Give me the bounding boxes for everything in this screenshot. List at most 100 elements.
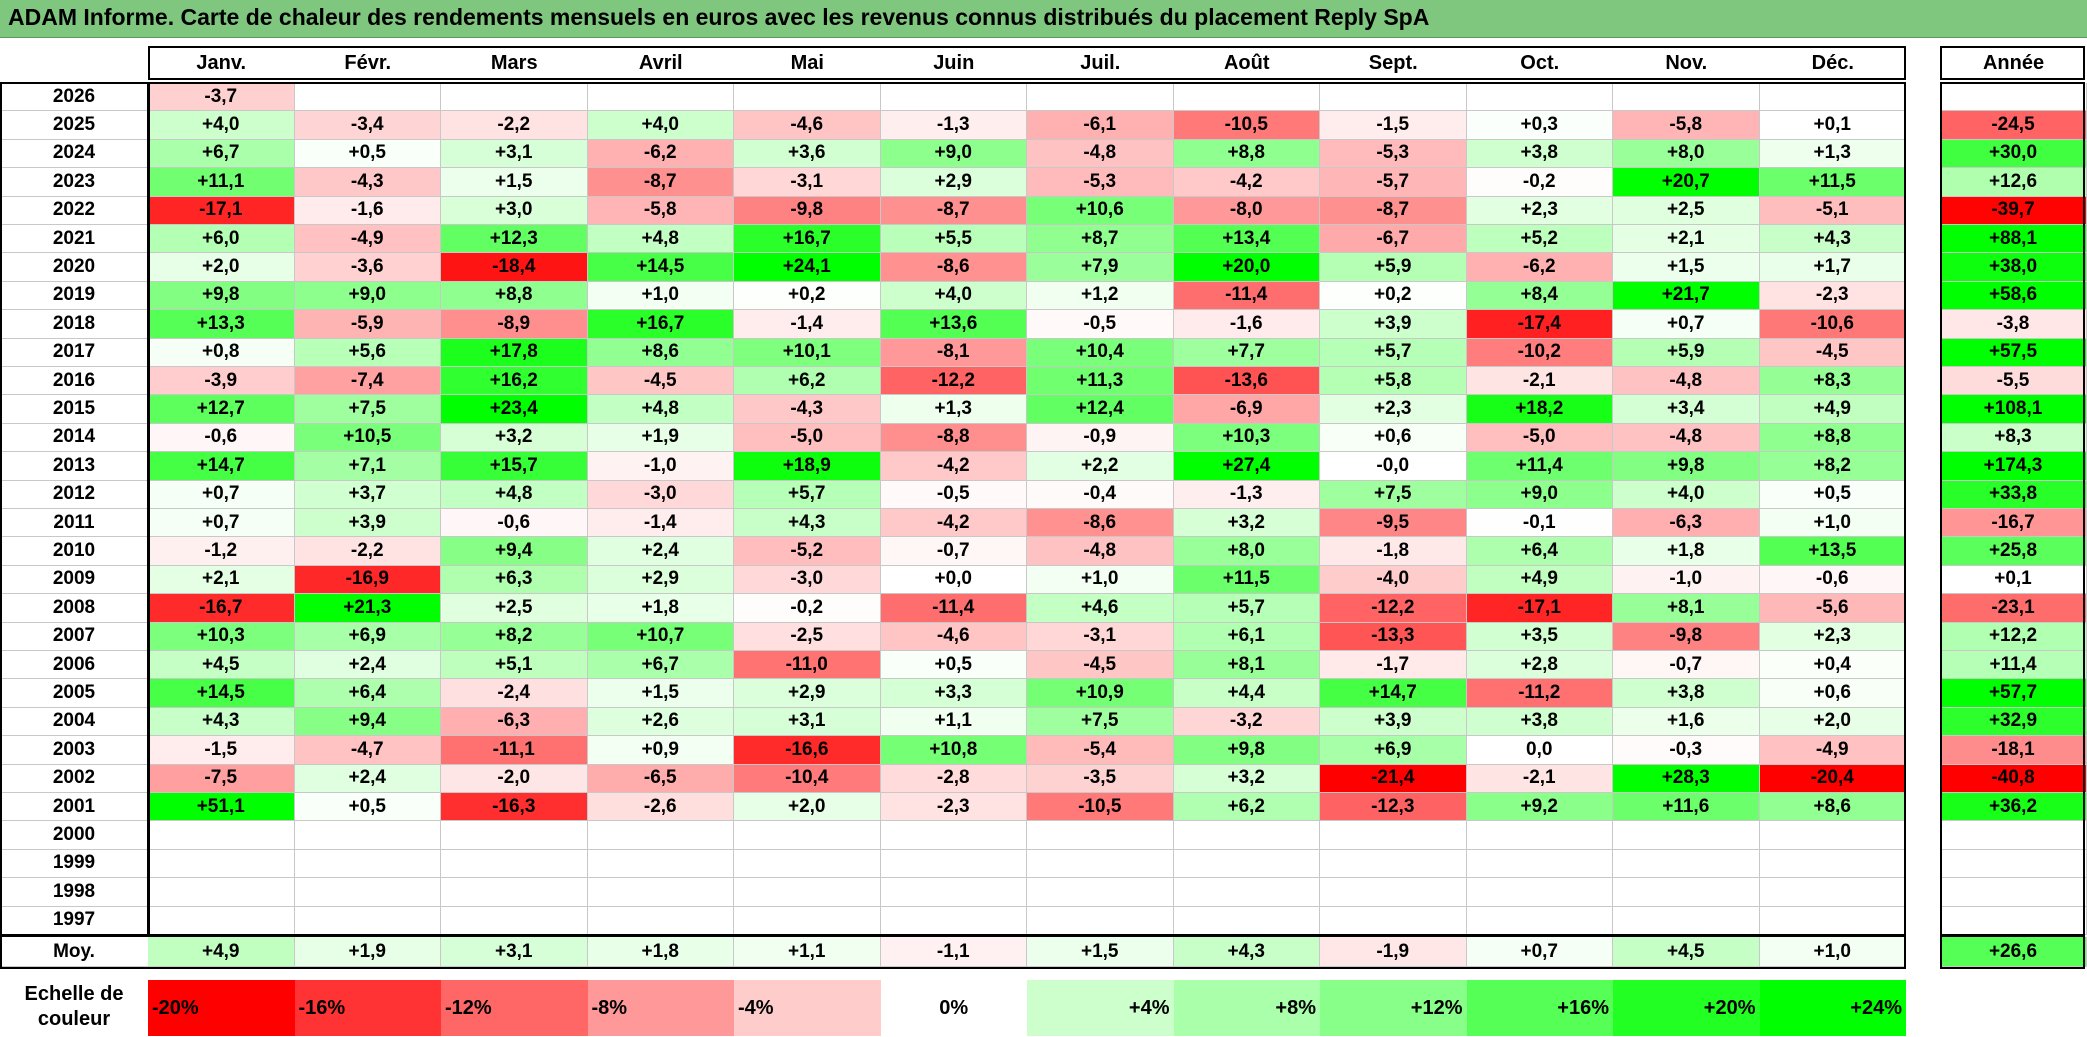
heatmap-cell: +2,3	[1759, 622, 1906, 651]
heatmap-cell: +8,1	[1173, 651, 1320, 680]
heatmap-cell: -0,7	[1613, 651, 1760, 680]
heatmap-cell	[734, 83, 881, 112]
heatmap-cell: +0,9	[587, 736, 734, 765]
annual-cell: +36,2	[1940, 793, 2087, 822]
heatmap-cell: +24,1	[734, 253, 881, 282]
column-header: Févr.	[344, 51, 392, 74]
heatmap-cell: +0,5	[880, 651, 1027, 680]
heatmap-cell: -4,3	[294, 168, 441, 197]
column-header: Nov.	[1665, 51, 1708, 74]
heatmap-cell: -12,2	[880, 367, 1027, 396]
heatmap-cell	[734, 849, 881, 879]
heatmap-cell: +4,0	[587, 111, 734, 140]
heatmap-cell: -2,2	[294, 537, 441, 566]
row-label-year: 2016	[0, 367, 148, 396]
heatmap-cell: +2,0	[148, 253, 295, 282]
row-label-year: 2018	[0, 310, 148, 339]
color-scale-step: -8%	[587, 980, 734, 1036]
heatmap-cell: +4,4	[1173, 679, 1320, 708]
average-cell: +1,9	[294, 937, 441, 967]
heatmap-cell: +9,2	[1466, 793, 1613, 822]
average-cell: +4,3	[1173, 937, 1320, 967]
heatmap-cell	[1759, 821, 1906, 850]
heatmap-cell	[1173, 83, 1320, 112]
row-label-year: 2024	[0, 140, 148, 169]
heatmap-cell: -3,1	[1027, 622, 1174, 651]
color-scale-step: -16%	[294, 980, 441, 1036]
heatmap-cell: +0,8	[148, 338, 295, 367]
heatmap-cell: +7,5	[294, 395, 441, 424]
heatmap-cell	[1466, 821, 1613, 850]
heatmap-cell: +21,3	[294, 594, 441, 623]
heatmap-cell: +8,3	[1759, 367, 1906, 396]
heatmap-cell	[880, 83, 1027, 112]
heatmap-cell: +10,9	[1027, 679, 1174, 708]
heatmap-cell: +9,0	[294, 281, 441, 311]
heatmap-cell: +3,8	[1613, 679, 1760, 708]
heatmap-cell: -10,5	[1027, 793, 1174, 822]
heatmap-cell: +10,6	[1027, 196, 1174, 225]
heatmap-cell: +3,1	[734, 707, 881, 737]
heatmap-cell: -9,8	[734, 196, 881, 225]
heatmap-cell: -16,3	[441, 793, 588, 822]
heatmap-cell: +4,0	[880, 281, 1027, 311]
heatmap-cell	[1466, 906, 1613, 935]
annual-cell: -39,7	[1940, 196, 2087, 225]
heatmap-cell	[587, 83, 734, 112]
heatmap-cell: -3,1	[734, 168, 881, 197]
heatmap-cell: -17,4	[1466, 310, 1613, 339]
heatmap-cell: -2,1	[1466, 764, 1613, 793]
heatmap-cell: +9,4	[441, 537, 588, 566]
chart-title: ADAM Informe. Carte de chaleur des rende…	[8, 4, 1430, 30]
annual-cell: +174,3	[1940, 452, 2087, 481]
heatmap-cell: +15,7	[441, 452, 588, 481]
row-label-year: 2015	[0, 395, 148, 424]
heatmap-cell: -17,1	[1466, 594, 1613, 623]
heatmap-cell: +1,3	[880, 395, 1027, 424]
heatmap-cell: -1,6	[294, 196, 441, 225]
heatmap-cell: +9,8	[1613, 452, 1760, 481]
heatmap-cell: +21,7	[1613, 281, 1760, 311]
heatmap-cell	[148, 906, 295, 935]
column-header: Juin	[933, 51, 975, 74]
heatmap-cell	[880, 821, 1027, 850]
row-label-year: 2004	[0, 708, 148, 737]
heatmap-cell: +0,0	[880, 565, 1027, 595]
heatmap-cell: +2,1	[148, 565, 295, 595]
heatmap-cell: +8,6	[1759, 793, 1906, 822]
heatmap-cell: +11,5	[1759, 168, 1906, 197]
row-label-year: 2023	[0, 168, 148, 197]
heatmap-cell: +4,6	[1027, 594, 1174, 623]
heatmap-cell: -8,7	[1320, 196, 1467, 225]
average-cell: +1,8	[587, 937, 734, 967]
heatmap-cell: +18,2	[1466, 395, 1613, 424]
annual-cell: -18,1	[1940, 736, 2087, 765]
heatmap-cell: +5,9	[1613, 338, 1760, 367]
average-cell: -1,9	[1320, 937, 1467, 967]
heatmap-cell: +14,5	[148, 679, 295, 708]
heatmap-cell: -4,2	[1173, 168, 1320, 197]
row-label-year: 2003	[0, 736, 148, 765]
heatmap-cell: +1,1	[880, 707, 1027, 737]
heatmap-cell: +6,3	[441, 565, 588, 595]
heatmap-cell: +1,2	[1027, 281, 1174, 311]
heatmap-cell	[441, 906, 588, 935]
heatmap-cell: -5,0	[734, 423, 881, 453]
heatmap-cell	[294, 878, 441, 907]
heatmap-cell: -0,5	[1027, 310, 1174, 339]
annual-cell: +8,3	[1940, 423, 2087, 453]
heatmap-cell: +0,4	[1759, 651, 1906, 680]
heatmap-cell	[441, 849, 588, 879]
heatmap-cell: -1,6	[1173, 310, 1320, 339]
heatmap-cell: +6,4	[294, 679, 441, 708]
heatmap-cell: +2,8	[1466, 651, 1613, 680]
heatmap-cell: -11,0	[734, 651, 881, 680]
heatmap-cell: -4,0	[1320, 565, 1467, 595]
heatmap-cell: -6,3	[441, 707, 588, 737]
heatmap-cell: -8,7	[880, 196, 1027, 225]
annual-cell: +12,6	[1940, 168, 2087, 197]
heatmap-cell: +1,6	[1613, 707, 1760, 737]
annual-cell	[1940, 906, 2087, 935]
heatmap-cell: -4,8	[1027, 537, 1174, 566]
heatmap-cell	[1466, 878, 1613, 907]
